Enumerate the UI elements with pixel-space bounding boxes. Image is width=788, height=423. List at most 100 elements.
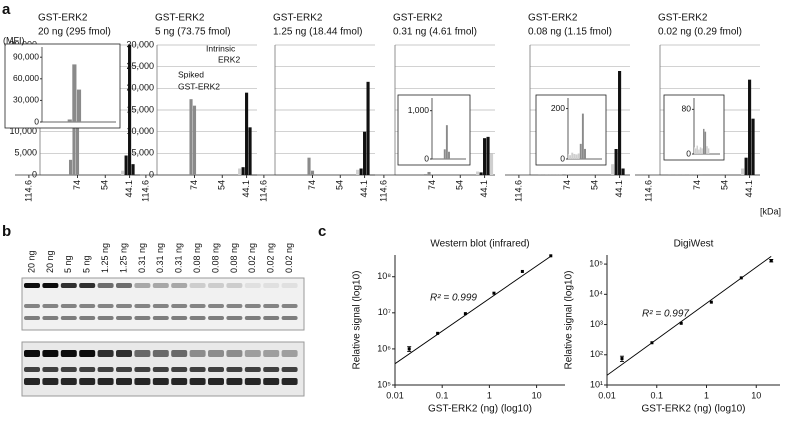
bar [483,138,486,175]
bar [69,160,72,175]
y-tick-label: 10⁵ [589,258,603,268]
bar [245,93,248,175]
inset-y-tick-label: 60,000 [13,73,39,83]
band [98,367,114,372]
bar [125,156,128,176]
band [208,367,224,372]
band [79,304,95,308]
annotation: GST-ERK2 [178,81,220,91]
y-tick-label: 15,000 [126,104,154,114]
band [282,367,298,372]
x-tick-label: 0.01 [386,390,404,400]
band [79,283,95,288]
x-tick-label: 74 [427,180,437,190]
band [226,367,242,372]
bar [193,106,196,175]
inset-y-tick-label: 90,000 [13,51,39,61]
inset-bar [706,146,707,154]
inset-bar [697,146,698,154]
band [263,316,279,320]
band [171,350,187,357]
chart-subtitle: 0.02 ng (0.29 fmol) [658,27,742,38]
band [116,304,132,308]
band [116,367,132,372]
band [24,283,40,288]
y-tick-label: 10¹ [590,379,603,389]
bar [248,127,251,175]
annotation: Intrinsic [206,43,236,53]
x-tick-label: 114.6 [378,180,388,202]
x-tick-label: 74 [562,180,572,190]
x-tick-label: 54 [217,180,227,190]
inset-bar [582,114,584,159]
inset-bar [569,155,571,159]
y-tick-label: 25,000 [126,61,154,71]
chart-title: Western blot (infrared) [430,239,529,250]
y-axis-label: Relative signal (log10) [352,271,363,370]
band [263,350,279,357]
band [153,367,169,372]
inset-y-tick-label: 0 [686,148,691,158]
x-tick-label: 0.1 [436,390,449,400]
inset-bar [448,152,450,159]
band [226,378,242,385]
annotation: Spiked [178,69,204,79]
point [770,259,773,262]
band [263,367,279,372]
chart-subtitle: 20 ng (295 fmol) [38,27,111,38]
bar [741,169,744,176]
chart-subtitle: 5 ng (73.75 fmol) [155,27,231,38]
x-axis-label: GST-ERK2 (ng) (log10) [642,404,746,415]
inset-bar [580,144,582,159]
annotation: ERK2 [218,54,240,64]
band [98,304,114,308]
band [171,378,187,385]
lane-label: 1.25 ng [100,243,110,273]
x-tick-label: 114.6 [513,180,523,202]
x-tick-label: 0.01 [598,390,616,400]
annotation: R² = 0.999 [430,293,477,304]
bar [189,99,192,175]
inset-y-tick-label: 0 [424,153,429,163]
band [116,316,132,320]
y-tick-label: 10,000 [126,126,154,136]
inset-y-tick-label: 30,000 [13,95,39,105]
bar [366,82,369,175]
band [42,316,58,320]
lane-label: 0.31 ng [137,243,147,273]
band [134,304,150,308]
band [42,378,58,385]
bar [360,169,363,176]
band [24,350,40,357]
x-axis-label: GST-ERK2 (ng) (log10) [428,404,532,415]
band [208,304,224,308]
fit-line [395,256,551,364]
y-axis-label: (MFI) [3,35,25,45]
x-tick-label: 44.1 [241,180,251,198]
inset-bar [698,150,699,154]
band [79,316,95,320]
bar [307,158,310,175]
inset-y-tick-label: 0 [560,153,565,163]
bar [356,170,359,175]
band [245,316,261,320]
x-tick-label: 54 [335,180,345,190]
band [282,378,298,385]
point [521,270,524,273]
band [61,316,77,320]
inset-bar [705,132,706,154]
x-tick-label: 114.6 [23,180,33,202]
band [61,283,77,288]
x-tick-label: 114.6 [140,180,150,202]
inset-bar [77,90,81,122]
inset-y-tick-label: 0 [34,116,39,126]
bar [131,164,134,175]
band [24,367,40,372]
band [153,316,169,320]
bar [562,174,565,175]
chart-title: GST-ERK2 [393,13,443,24]
band [282,350,298,357]
bar [748,80,751,175]
band [226,316,242,320]
inset-bar [444,149,446,159]
